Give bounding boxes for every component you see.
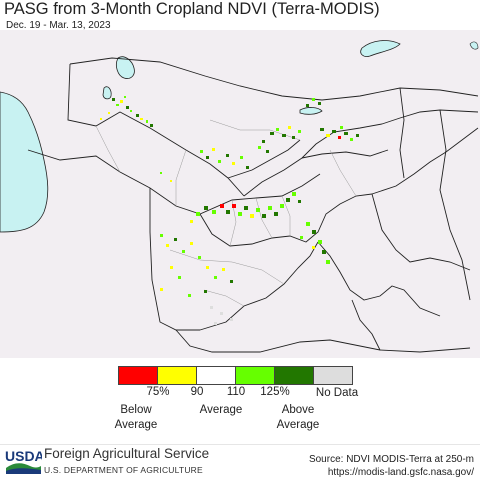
crop-cluster-pakistan [300, 222, 330, 264]
crop-cluster-north-afghanistan [190, 192, 301, 223]
usda-logo-field [6, 468, 41, 474]
agency-name: Foreign Agricultural Service [44, 446, 210, 461]
legend-tick-125: 125% [260, 386, 290, 398]
swatch-below-75 [118, 366, 158, 385]
crop-cluster-uzbekistan [160, 148, 249, 182]
usda-logo: USDA [5, 448, 42, 474]
aral-sea-south [102, 86, 112, 100]
lake-small [469, 41, 479, 50]
legend-above-average: Above Average [263, 403, 333, 433]
crop-cluster-kyrgyzstan [320, 126, 359, 141]
below-label-line1: Below [120, 404, 152, 416]
legend-average: Average [199, 404, 243, 416]
aral-sea [116, 56, 135, 79]
swatch-no-data [313, 366, 353, 385]
legend-tick-75: 75% [146, 386, 170, 398]
footer-divider [0, 444, 480, 445]
above-label-line1: Above [281, 404, 315, 416]
region-map [0, 30, 480, 358]
lake-issyk-kul [299, 107, 323, 115]
swatch-above-125 [274, 366, 314, 385]
legend-tick-110: 110 [226, 386, 246, 398]
crop-cluster-central-afghanistan [160, 234, 233, 297]
legend-swatches [118, 366, 353, 385]
above-label-line2: Average [276, 419, 320, 431]
crop-cluster-southwest [210, 306, 233, 325]
source-url[interactable]: https://modis-land.gsfc.nasa.gov/ [327, 467, 474, 478]
legend-no-data: No Data [315, 387, 359, 399]
swatch-110-125 [235, 366, 275, 385]
legend-tick-90: 90 [190, 386, 204, 398]
swatch-90-110 [196, 366, 236, 385]
lake-balkhash [360, 40, 401, 57]
department-name: U.S. DEPARTMENT OF AGRICULTURE [44, 465, 203, 475]
legend-below-average: Below Average [101, 403, 171, 433]
caspian-sea [0, 91, 49, 233]
source-line-1: Source: NDVI MODIS-Terra at 250-m [308, 454, 474, 465]
date-range: Dec. 19 - Mar. 13, 2023 [6, 20, 111, 31]
map-title: PASG from 3-Month Cropland NDVI (Terra-M… [4, 0, 380, 18]
source-note: Source: NDVI MODIS-Terra at 250-m https:… [309, 453, 474, 479]
swatch-75-90 [157, 366, 197, 385]
country-borders [27, 57, 479, 353]
below-label-line2: Average [114, 419, 158, 431]
crop-cluster-north-kazakhstan [100, 96, 153, 127]
land-area [0, 30, 480, 358]
crop-cluster-fergana [258, 98, 321, 153]
usda-logo-text: USDA [5, 448, 42, 464]
